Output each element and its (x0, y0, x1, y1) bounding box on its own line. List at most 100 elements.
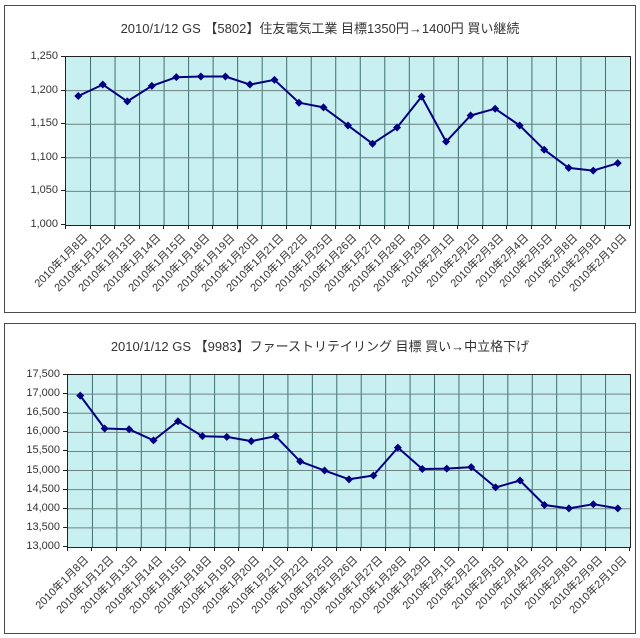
x-axis-tick (555, 225, 557, 229)
y-tick-label: 1,200 (30, 83, 58, 96)
y-axis-tick (63, 507, 67, 509)
data-point-marker (564, 504, 573, 513)
data-point-marker (76, 391, 85, 400)
y-axis-tick (63, 526, 67, 528)
data-point-marker (344, 121, 352, 130)
y-tick-label: 17,000 (26, 387, 60, 400)
x-axis-tick (335, 547, 337, 551)
y-axis-tick (61, 89, 65, 91)
y-tick-label: 15,500 (26, 444, 60, 457)
series-svg (66, 57, 630, 225)
data-point-marker (368, 139, 377, 148)
x-axis-tick (262, 547, 264, 551)
y-axis-tick (63, 488, 67, 490)
data-point-marker (491, 483, 500, 492)
data-point-marker (198, 432, 207, 441)
x-axis-tick (115, 547, 117, 551)
data-point-marker (613, 159, 622, 168)
data-point-marker (172, 73, 181, 82)
data-point-marker (515, 121, 524, 130)
y-axis-tick (63, 431, 67, 433)
x-axis-tick (629, 225, 630, 229)
data-point-marker (589, 500, 598, 509)
x-axis-tick (65, 225, 66, 229)
x-axis-tick (506, 225, 508, 229)
y-tick-label: 16,500 (26, 406, 60, 419)
x-axis-tick (432, 225, 434, 229)
series-svg (68, 375, 630, 547)
chart-panel-9983: 2010/1/12 GS 【9983】ファーストリテイリング 目標 買い→中立格… (4, 323, 636, 634)
y-tick-label: 14,500 (26, 482, 60, 495)
x-axis-tick (579, 225, 581, 229)
data-point-marker (98, 80, 107, 89)
x-axis-tick (409, 547, 411, 551)
x-axis-tick (481, 225, 483, 229)
data-point-marker (442, 137, 451, 146)
data-point-marker (294, 98, 303, 107)
y-tick-label: 1,000 (30, 218, 58, 230)
data-point-marker (125, 425, 134, 434)
data-point-marker (320, 466, 329, 475)
data-point-marker (417, 92, 426, 101)
x-axis-tick (457, 547, 459, 551)
x-axis-tick (384, 547, 386, 551)
x-axis-tick (383, 225, 385, 229)
data-point-marker (540, 500, 549, 509)
data-point-marker (516, 476, 525, 485)
x-axis-tick (164, 547, 166, 551)
x-axis-tick (555, 547, 557, 551)
x-axis-tick (213, 547, 215, 551)
x-axis-tick (140, 547, 142, 551)
y-axis-tick (63, 412, 67, 414)
x-axis-tick (261, 225, 263, 229)
x-axis-tick (334, 225, 336, 229)
x-axis-tick (187, 225, 189, 229)
plot-area (65, 56, 631, 226)
x-axis-tick (89, 225, 91, 229)
x-axis-tick (138, 225, 140, 229)
data-point-marker (466, 111, 475, 120)
data-point-marker (147, 81, 156, 90)
data-point-marker (319, 103, 328, 112)
data-point-marker (245, 80, 254, 89)
x-axis-tick (360, 547, 362, 551)
x-axis-tick (285, 225, 287, 229)
plot-area (67, 374, 631, 548)
y-axis-tick (61, 224, 65, 225)
y-axis-tick (61, 56, 65, 57)
data-point-marker (467, 463, 476, 472)
data-point-marker (149, 436, 158, 445)
x-axis-tick (629, 547, 630, 551)
y-tick-label: 1,050 (30, 184, 58, 197)
data-point-marker (418, 465, 427, 474)
x-axis-tick (506, 547, 508, 551)
data-point-marker (393, 123, 402, 132)
x-axis-tick (604, 547, 606, 551)
x-axis-tick (359, 225, 361, 229)
data-point-marker (173, 417, 182, 426)
x-axis-tick (286, 547, 288, 551)
x-axis-tick (433, 547, 435, 551)
chart-panel-5802: 2010/1/12 GS 【5802】住友電気工業 目標1350円→1400円 … (4, 5, 636, 313)
chart-title: 2010/1/12 GS 【5802】住友電気工業 目標1350円→1400円 … (120, 21, 520, 36)
data-point-marker (369, 471, 378, 480)
data-point-marker (442, 464, 451, 473)
x-axis-tick (604, 225, 606, 229)
data-point-marker (100, 424, 109, 433)
data-point-marker (222, 432, 231, 441)
data-point-marker (270, 75, 279, 84)
y-axis-tick (61, 190, 65, 192)
x-axis-tick (236, 225, 238, 229)
y-tick-label: 17,500 (26, 368, 60, 380)
x-axis-tick (531, 547, 533, 551)
x-axis-tick (530, 225, 532, 229)
x-axis-tick (408, 225, 410, 229)
data-point-marker (247, 437, 256, 446)
y-axis-tick (63, 393, 67, 395)
y-axis-tick (61, 156, 65, 158)
x-axis-tick (457, 225, 459, 229)
x-axis-tick (91, 547, 93, 551)
y-tick-label: 1,150 (30, 117, 58, 130)
y-tick-label: 1,250 (30, 50, 58, 62)
